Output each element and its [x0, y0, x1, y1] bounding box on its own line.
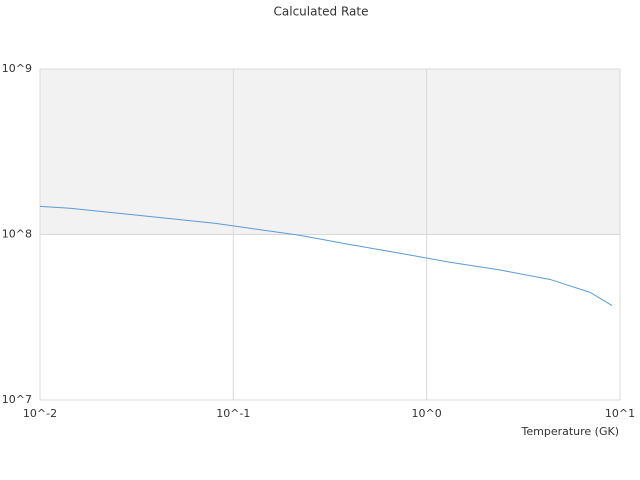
x-tick-label: 10^-2 [23, 407, 57, 420]
y-tick-label: 10^8 [2, 228, 32, 241]
line-series [39, 205, 613, 307]
x-axis-label: Temperature (GK) [521, 425, 620, 438]
x-tick-label: 10^1 [605, 407, 635, 420]
y-tick-label: 10^7 [2, 393, 32, 406]
y-tick-label: 10^9 [2, 62, 32, 75]
x-tick-label: 10^0 [412, 407, 442, 420]
x-tick-label: 10^-1 [216, 407, 250, 420]
plot-band [40, 69, 620, 235]
chart-title: Calculated Rate [274, 5, 369, 19]
